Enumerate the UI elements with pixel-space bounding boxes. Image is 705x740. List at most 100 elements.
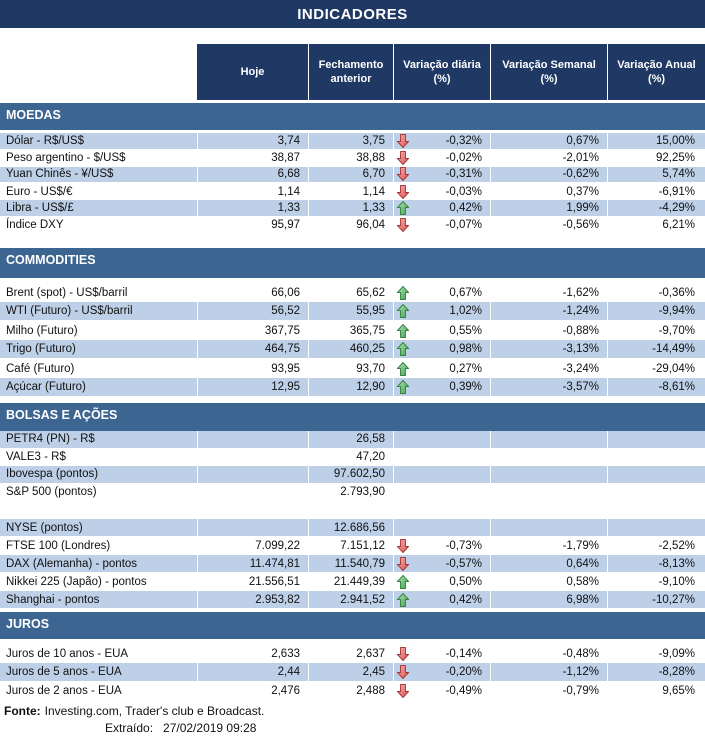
cell-variacao-semanal: -1,12% xyxy=(490,663,607,681)
cell-variacao-diaria: 0,55% xyxy=(393,321,490,340)
cell-variacao-diaria: -0,02% xyxy=(393,149,490,167)
column-header-variacao-diaria: Variação diária (%) xyxy=(393,44,490,100)
column-header-hoje: Hoje xyxy=(240,65,265,78)
cell-variacao-diaria: -0,14% xyxy=(393,645,490,664)
row-label: Brent (spot) - US$/barril xyxy=(6,286,128,299)
cell-fechamento: 460,25 xyxy=(308,340,393,358)
cell-hoje: 3,74 xyxy=(197,133,308,149)
cell-fechamento: 55,95 xyxy=(308,302,393,320)
cell-hoje: 93,95 xyxy=(197,359,308,378)
cell-variacao-semanal: -1,24% xyxy=(490,302,607,320)
cell-fechamento: 7.151,12 xyxy=(308,537,393,555)
column-header-variacao-semanal: Variação Semanal (%) xyxy=(490,44,607,100)
cell-hoje: 12,95 xyxy=(197,378,308,396)
cell-variacao-diaria: -0,20% xyxy=(393,663,490,681)
cell-variacao-anual xyxy=(607,519,705,536)
cell-variacao-semanal: -0,62% xyxy=(490,166,607,183)
cell-value: 0,55% xyxy=(449,324,482,337)
cell-variacao-diaria: -0,57% xyxy=(393,555,490,572)
source-text: Investing.com, Trader's club e Broadcast… xyxy=(44,704,265,718)
row-label: Dólar - R$/US$ xyxy=(6,134,84,147)
row-label: Milho (Futuro) xyxy=(6,324,78,337)
section-header-juros: JUROS xyxy=(0,612,705,639)
row-label: S&P 500 (pontos) xyxy=(6,486,97,499)
cell-variacao-anual: -9,10% xyxy=(607,573,705,591)
cell-fechamento: 2.941,52 xyxy=(308,591,393,608)
cell-value: -0,02% xyxy=(445,152,482,165)
cell-hoje: 21.556,51 xyxy=(197,573,308,591)
cell-fechamento: 65,62 xyxy=(308,283,393,302)
cell-variacao-anual: -8,28% xyxy=(607,663,705,681)
cell-variacao-semanal: -1,79% xyxy=(490,537,607,555)
cell-hoje: 6,68 xyxy=(197,166,308,183)
cell-variacao-semanal xyxy=(490,466,607,483)
row-label: WTI (Futuro) - US$/barril xyxy=(6,305,133,317)
cell-variacao-anual: 92,25% xyxy=(607,149,705,167)
cell-fechamento: 26,58 xyxy=(308,431,393,448)
cell-variacao-diaria: -0,07% xyxy=(393,217,490,234)
cell-hoje: 2,476 xyxy=(197,681,308,700)
cell-value: 0,50% xyxy=(449,576,482,588)
table-row: DAX (Alemanha) - pontos 11.474,81 11.540,7… xyxy=(0,555,705,573)
cell-variacao-anual: -9,09% xyxy=(607,645,705,664)
source-label: Fonte: xyxy=(4,704,41,718)
cell-fechamento: 93,70 xyxy=(308,359,393,378)
cell-hoje: 2,44 xyxy=(197,663,308,681)
cell-variacao-diaria xyxy=(393,483,490,501)
table-row: Libra - US$/£ 1,33 1,33 0,42% 1,99% -4,29% xyxy=(0,200,705,217)
table-row: Trigo (Futuro) 464,75 460,25 0,98% -3,13% -1… xyxy=(0,340,705,359)
trend-up-icon xyxy=(396,285,410,300)
cell-variacao-semanal xyxy=(490,448,607,466)
cell-variacao-semanal xyxy=(490,519,607,536)
cell-fechamento: 2,637 xyxy=(308,645,393,664)
cell-value: -0,73% xyxy=(445,540,482,552)
cell-variacao-anual: -0,36% xyxy=(607,283,705,302)
cell-variacao-semanal: 0,58% xyxy=(490,573,607,591)
row-label: Shanghai - pontos xyxy=(6,593,100,606)
trend-up-icon xyxy=(396,574,410,590)
cell-variacao-diaria: 0,67% xyxy=(393,283,490,302)
cell-hoje: 2,633 xyxy=(197,645,308,664)
row-label: NYSE (pontos) xyxy=(6,521,83,534)
cell-variacao-anual: -9,70% xyxy=(607,321,705,340)
trend-down-icon xyxy=(396,556,410,571)
cell-fechamento: 12,90 xyxy=(308,378,393,396)
table-row: Yuan Chinês - ¥/US$ 6,68 6,70 -0,31% -0,62%… xyxy=(0,166,705,184)
cell-variacao-diaria: 1,02% xyxy=(393,302,490,320)
row-label: Juros de 10 anos - EUA xyxy=(6,648,129,661)
column-header-variacao-anual: Variação Anual (%) xyxy=(607,44,705,100)
cell-variacao-anual xyxy=(607,466,705,483)
row-label: Euro - US$/€ xyxy=(6,185,73,198)
cell-hoje xyxy=(197,431,308,448)
trend-down-icon xyxy=(396,647,410,662)
cell-variacao-anual: -6,91% xyxy=(607,183,705,201)
cell-value: -0,07% xyxy=(445,219,482,232)
cell-variacao-diaria: 0,50% xyxy=(393,573,490,591)
table-row: Shanghai - pontos 2.953,82 2.941,52 0,42% 6… xyxy=(0,591,705,609)
cell-fechamento: 2,488 xyxy=(308,681,393,700)
cell-fechamento: 11.540,79 xyxy=(308,555,393,572)
cell-fechamento: 1,33 xyxy=(308,200,393,216)
cell-hoje: 464,75 xyxy=(197,340,308,358)
trend-up-icon xyxy=(396,341,410,357)
cell-hoje: 7.099,22 xyxy=(197,537,308,555)
trend-down-icon xyxy=(396,538,410,554)
cell-variacao-anual: 5,74% xyxy=(607,166,705,183)
cell-variacao-semanal: -1,62% xyxy=(490,283,607,302)
table-row: Juros de 10 anos - EUA 2,633 2,637 -0,14% -… xyxy=(0,645,705,664)
cell-hoje: 38,87 xyxy=(197,149,308,167)
table-row: Ibovespa (pontos) 97.602,50 xyxy=(0,466,705,484)
section-header-bolsas-e-acoes: BOLSAS E AÇÕES xyxy=(0,403,705,431)
cell-variacao-diaria: 0,98% xyxy=(393,340,490,358)
row-label: PETR4 (PN) - R$ xyxy=(6,433,95,446)
trend-up-icon xyxy=(396,361,410,376)
trend-down-icon xyxy=(396,167,410,182)
row-label: DAX (Alemanha) - pontos xyxy=(6,557,138,570)
cell-fechamento: 6,70 xyxy=(308,166,393,183)
table-row: WTI (Futuro) - US$/barril 56,52 55,95 1,02… xyxy=(0,302,705,321)
table-row: Juros de 5 anos - EUA 2,44 2,45 -0,20% -1,1… xyxy=(0,663,705,682)
cell-value: 0,42% xyxy=(449,593,482,606)
cell-variacao-anual: -14,49% xyxy=(607,340,705,358)
trend-down-icon xyxy=(396,184,410,199)
cell-variacao-anual: 15,00% xyxy=(607,133,705,149)
